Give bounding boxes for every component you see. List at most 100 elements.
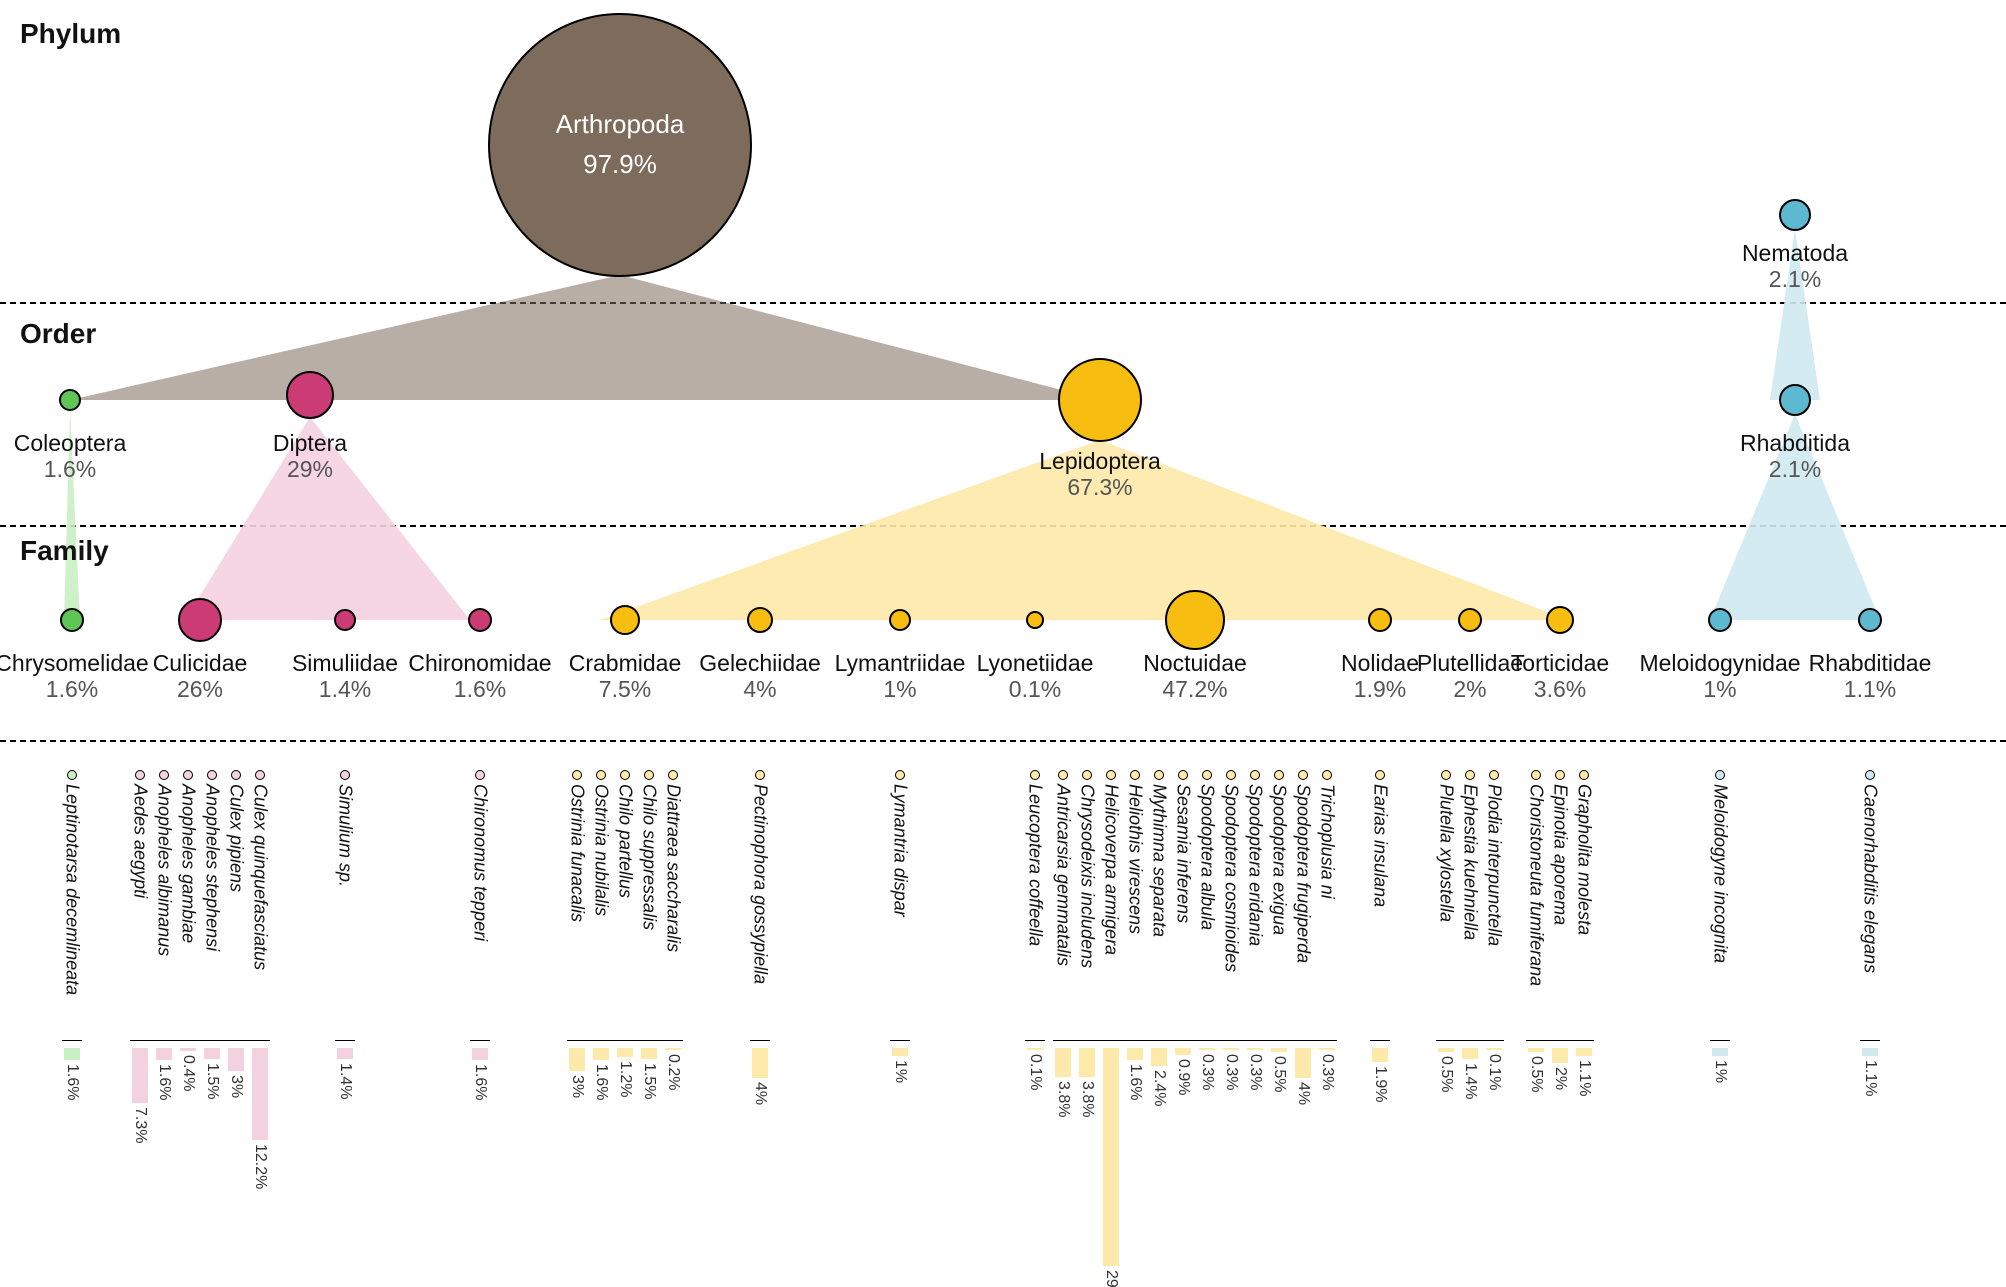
species-dot (255, 770, 265, 780)
species-pct: 0.9% (1174, 1059, 1192, 1095)
species-pct: 1.6% (63, 1064, 81, 1100)
species-pct: 2% (1551, 1067, 1569, 1090)
species-pct: 1.6% (592, 1064, 610, 1100)
species-name: Choristoneuta fumiferana (1526, 784, 1547, 1029)
family-underline (1860, 1040, 1880, 1041)
species: Trichoplusia ni (1314, 770, 1340, 1029)
family-underline (1526, 1040, 1594, 1041)
taxonomy-chart: PhylumOrderFamilyArthropoda97.9%Nematoda… (0, 0, 2006, 1287)
species: Lymantria dispar (887, 770, 913, 1029)
species-name: Spodoptera eridania (1245, 784, 1266, 1029)
species-pct: 1.9% (1371, 1066, 1389, 1102)
species-name: Aedes aegypti (130, 784, 151, 1029)
species-bar: 0.5% (1266, 1048, 1292, 1092)
species-pct: 0.3% (1198, 1054, 1216, 1090)
species-pct: 29% (1102, 1270, 1120, 1287)
species-dot (159, 770, 169, 780)
node-label: Crabmidae7.5% (569, 650, 682, 703)
species-bar: 0.9% (1170, 1048, 1196, 1095)
node-circle (1368, 608, 1392, 632)
node-circle (468, 608, 492, 632)
species-name: Helicoverpa armigera (1101, 784, 1122, 1029)
species-bar: 2.4% (1146, 1048, 1172, 1106)
species: Spodoptera eridania (1242, 770, 1268, 1029)
species-pct: 1.2% (616, 1061, 634, 1097)
species-name: Chilo partellus (615, 784, 636, 1029)
species-pct: 0.1% (1026, 1054, 1044, 1090)
species: Chrysodeixis includens (1074, 770, 1100, 1029)
species-name: Chironomus tepperi (470, 784, 491, 1029)
species-name: Plodia interpunctella (1484, 784, 1505, 1029)
node-label: Noctuidae47.2% (1143, 650, 1247, 703)
species-dot (1250, 770, 1260, 780)
species-dot (1178, 770, 1188, 780)
species-pct: 1.4% (1461, 1063, 1479, 1099)
species-bar: 1% (887, 1048, 913, 1083)
node-circle (1708, 608, 1732, 632)
node-circle (1058, 358, 1142, 442)
species-dot (1865, 770, 1875, 780)
species-dot (1489, 770, 1499, 780)
species-dot (620, 770, 630, 780)
species-bar: 0.1% (1481, 1048, 1507, 1090)
species-bar: 3.8% (1074, 1048, 1100, 1117)
species-dot (1130, 770, 1140, 780)
node-circle (1165, 590, 1225, 650)
species-dot (67, 770, 77, 780)
species-pct: 0.2% (664, 1054, 682, 1090)
species-dot (340, 770, 350, 780)
node-circle (178, 598, 222, 642)
species-name: Ostrinia funacalis (567, 784, 588, 1029)
species: Ephestia kuehniella (1457, 770, 1483, 1029)
species-bar: 1.6% (588, 1048, 614, 1100)
species-bar: 1.1% (1857, 1048, 1883, 1097)
species-name: Antricarsia gemmatalis (1053, 784, 1074, 1029)
species-name: Simulium sp. (335, 784, 356, 1029)
species-name: Leptinotarsa decemlineata (62, 784, 83, 1029)
species-pct: 1.6% (155, 1064, 173, 1100)
species-pct: 1.1% (1575, 1060, 1593, 1096)
species-pct: 3% (568, 1075, 586, 1098)
species: Anopheles albimanus (151, 770, 177, 1029)
species-bar: 12.2% (247, 1048, 273, 1189)
species-pct: 0.5% (1270, 1056, 1288, 1092)
species-bar: 7.3% (127, 1048, 153, 1143)
species-name: Anopheles albimanus (154, 784, 175, 1029)
family-underline (335, 1040, 355, 1041)
species-name: Pectinophora gossypiella (750, 784, 771, 1029)
species-bar: 3.8% (1050, 1048, 1076, 1117)
species-dot (231, 770, 241, 780)
species-pct: 2.4% (1150, 1070, 1168, 1106)
species-pct: 1.6% (471, 1064, 489, 1100)
species-dot (1322, 770, 1332, 780)
species: Chironomus tepperi (467, 770, 493, 1029)
node-label: Nematoda2.1% (1742, 240, 1848, 293)
species-name: Plutella xylostella (1436, 784, 1457, 1029)
species-pct: 1.5% (640, 1063, 658, 1099)
species-pct: 1% (1711, 1060, 1729, 1083)
species-bar: 0.2% (660, 1048, 686, 1090)
species: Aedes aegypti (127, 770, 153, 1029)
species-pct: 0.3% (1246, 1054, 1264, 1090)
node-circle: Arthropoda97.9% (488, 13, 752, 277)
species-bar: 0.5% (1523, 1048, 1549, 1092)
node-label: Diptera29% (273, 430, 347, 483)
species-bar: 1.4% (332, 1048, 358, 1099)
species-bar: 0.3% (1194, 1048, 1220, 1091)
species: Spodoptera frugiperda (1290, 770, 1316, 1029)
family-underline (1053, 1040, 1337, 1041)
species-dot (1274, 770, 1284, 780)
species-bar: 1.6% (467, 1048, 493, 1100)
node-label: Rhabditidae1.1% (1809, 650, 1932, 703)
species-dot (895, 770, 905, 780)
species: Antricarsia gemmatalis (1050, 770, 1076, 1029)
species-pct: 1% (891, 1060, 909, 1083)
node-circle (610, 605, 640, 635)
species: Anopheles gambiae (175, 770, 201, 1029)
species-bar: 1.5% (636, 1048, 662, 1100)
family-underline (470, 1040, 490, 1041)
species-pct: 1.1% (1861, 1060, 1879, 1096)
species: Epinotia aporema (1547, 770, 1573, 1029)
species: Grapholita molesta (1571, 770, 1597, 1029)
species: Leucoptera coffeella (1022, 770, 1048, 1029)
